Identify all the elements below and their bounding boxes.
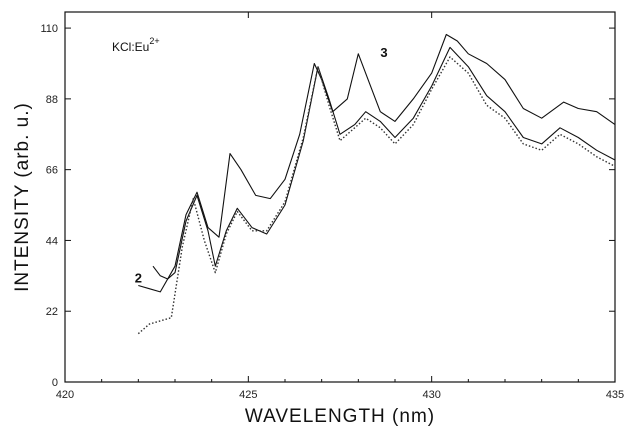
y-tick-label: 44 [46,235,58,247]
y-tick-label: 66 [46,165,58,177]
y-axis-title: INTENSITY (arb. u.) [12,102,33,292]
series-line-3 [138,33,616,293]
series-line-2 [152,46,616,280]
x-axis-ticks: 420 425 430 435 [56,12,624,401]
series-layer [137,33,616,335]
y-tick-label: 110 [40,23,58,35]
x-axis-title: WAVELENGTH (nm) [245,406,435,427]
x-tick-label: 430 [422,389,440,401]
plot-frame [64,11,616,383]
x-tick-label: 435 [606,389,624,401]
sample-label: KCl:Eu2+ [112,36,160,54]
y-tick-label: 22 [46,306,58,318]
y-axis-ticks: 0 22 44 66 88 110 [40,23,615,389]
y-tick-label: 0 [52,377,58,389]
curve-labels: 32 [135,45,388,285]
x-tick-label: 425 [239,389,257,401]
x-tick-label: 420 [56,389,74,401]
curve-label-3: 3 [380,45,387,60]
series-line-1 [137,56,616,335]
y-tick-label: 88 [46,94,58,106]
curve-label-2: 2 [135,270,142,285]
